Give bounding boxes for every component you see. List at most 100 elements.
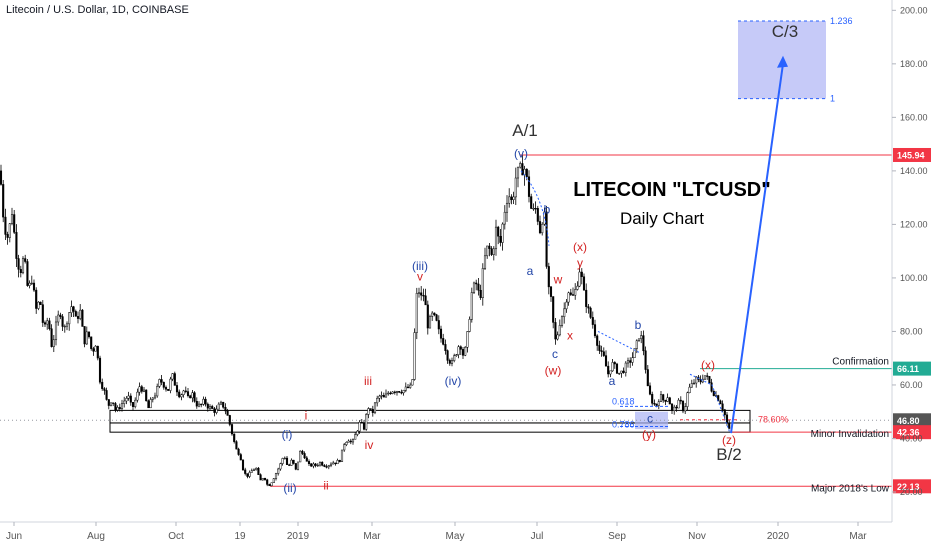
candle-body (530, 196, 533, 209)
candle-body (615, 363, 619, 374)
candle-body (288, 464, 291, 466)
candle-body (318, 462, 322, 466)
candle-body (120, 403, 124, 409)
y-tick-label: 180.00 (900, 59, 928, 69)
candle-body (321, 462, 324, 466)
candle-body (72, 306, 75, 312)
candle-body (593, 324, 597, 337)
candle-body (153, 395, 157, 399)
candle-body (57, 314, 60, 323)
candle-body (695, 376, 698, 384)
candle-body (457, 346, 460, 355)
candle-body (182, 390, 185, 395)
candle-body (367, 408, 370, 415)
candle-body (604, 355, 608, 367)
x-tick-label: Mar (849, 531, 867, 542)
projection-arrowhead (777, 55, 788, 68)
candle-body (266, 479, 269, 485)
candle-body (635, 340, 638, 349)
candle-body (501, 223, 504, 243)
candle-body (631, 357, 634, 363)
level-caption: Confirmation (832, 357, 889, 368)
x-tick-label: Jul (531, 531, 544, 542)
candle-body (127, 395, 130, 399)
candle-body (290, 459, 293, 466)
candle-body (228, 415, 231, 425)
candle-body (670, 403, 674, 412)
candle-body (327, 465, 330, 468)
x-tick-label: 2020 (767, 531, 790, 542)
candle-body (279, 463, 282, 470)
candle-body (301, 450, 304, 454)
wave-label: b (635, 318, 642, 332)
candle-body (48, 320, 51, 330)
wave-label: C/3 (772, 22, 798, 41)
candle-body (268, 484, 271, 487)
price-label-text: 22.13 (897, 482, 920, 492)
candle-body (96, 345, 99, 359)
candle-body (415, 292, 418, 333)
wave-label: (w) (545, 363, 562, 377)
candle-body (208, 406, 212, 409)
target-label-top: 1.236 (830, 16, 853, 26)
candle-body (574, 289, 577, 296)
candle-body (316, 464, 319, 467)
candle-body (560, 316, 564, 326)
candle-body (578, 271, 581, 287)
candle-body (598, 345, 601, 351)
candle-body (659, 394, 663, 402)
wave-label: B/2 (716, 445, 742, 464)
candle-body (257, 467, 260, 475)
candle-body (662, 394, 665, 401)
candle-body (204, 398, 207, 405)
candle-body (195, 400, 198, 407)
candle-body (426, 304, 429, 329)
candle-body (481, 268, 484, 299)
candle-body (131, 402, 135, 407)
candle-body (310, 463, 313, 467)
candle-body (274, 473, 278, 479)
candle-body (648, 385, 652, 395)
candle-body (17, 258, 20, 270)
candle-body (39, 301, 42, 305)
candle-body (721, 403, 724, 410)
candle-body (569, 292, 572, 295)
candle-body (466, 331, 469, 348)
candle-body (505, 202, 509, 213)
candle-body (475, 282, 478, 285)
candle-body (259, 474, 262, 481)
candle-body (193, 392, 196, 402)
candle-body (30, 282, 33, 285)
wave-label: y (577, 256, 583, 270)
candle-body (576, 285, 579, 290)
candle-body (140, 386, 143, 392)
candle-body (428, 316, 432, 329)
candle-body (675, 406, 678, 409)
candle-body (620, 370, 623, 374)
candle-body (4, 216, 7, 235)
candle-body (334, 462, 337, 465)
candle-body (52, 339, 55, 347)
candle-body (323, 465, 326, 467)
candle-body (191, 392, 194, 399)
wave-label: (z) (722, 433, 736, 447)
candle-body (600, 350, 603, 352)
candle-body (294, 463, 297, 470)
candle-body (41, 304, 44, 323)
candle-body (450, 360, 454, 364)
candle-body (516, 166, 520, 179)
y-tick-label: 60.00 (900, 380, 923, 390)
candle-body (169, 378, 172, 391)
candle-body (503, 211, 506, 225)
candle-body (156, 386, 159, 397)
candle-body (0, 170, 3, 185)
candle-body (109, 402, 113, 406)
wave-label: (iii) (412, 259, 428, 273)
candle-body (404, 386, 407, 391)
candle-body (719, 400, 722, 405)
candle-body (692, 382, 696, 385)
candle-body (534, 208, 537, 210)
candle-body (411, 379, 414, 386)
wave-label: (i) (282, 427, 293, 441)
